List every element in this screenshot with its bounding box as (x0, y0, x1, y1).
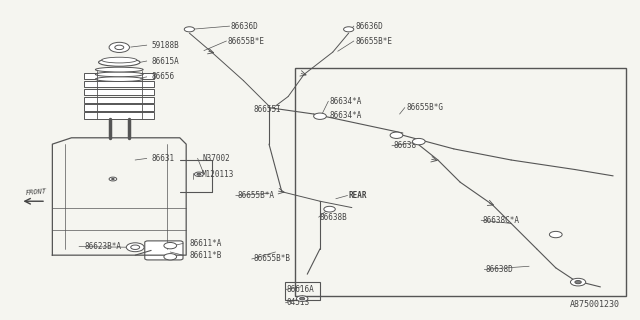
Polygon shape (84, 97, 154, 103)
Text: 59188B: 59188B (151, 41, 179, 50)
Text: 86638B: 86638B (320, 212, 348, 222)
Text: 86636D: 86636D (231, 22, 259, 31)
Circle shape (109, 42, 129, 52)
Circle shape (115, 45, 124, 50)
FancyBboxPatch shape (145, 241, 183, 260)
Text: A875001230: A875001230 (570, 300, 620, 309)
Text: 86634*A: 86634*A (330, 97, 362, 106)
Text: 86638D: 86638D (486, 265, 513, 274)
Circle shape (314, 113, 326, 119)
Text: 86638: 86638 (394, 141, 417, 150)
Circle shape (344, 27, 354, 32)
Text: 86638C*A: 86638C*A (483, 216, 520, 225)
Text: 86615A: 86615A (151, 57, 179, 66)
Text: 86636D: 86636D (355, 22, 383, 31)
Text: 0451S: 0451S (287, 298, 310, 307)
Text: 86611*A: 86611*A (189, 239, 221, 248)
Circle shape (570, 278, 586, 286)
Text: FRONT: FRONT (26, 188, 47, 196)
Text: 86656: 86656 (151, 72, 174, 81)
Circle shape (390, 132, 403, 139)
Circle shape (126, 243, 144, 252)
Circle shape (197, 173, 201, 175)
Bar (294, 68, 626, 296)
Circle shape (549, 231, 562, 238)
Ellipse shape (95, 67, 143, 72)
Polygon shape (84, 73, 154, 79)
Bar (285, 282, 320, 300)
Text: 86616A: 86616A (287, 285, 315, 294)
Ellipse shape (95, 72, 143, 77)
Polygon shape (84, 89, 154, 95)
Ellipse shape (99, 58, 140, 66)
Circle shape (296, 296, 308, 301)
Text: N37002: N37002 (202, 154, 230, 163)
Text: 86655B*G: 86655B*G (406, 103, 443, 112)
Circle shape (184, 27, 195, 32)
Circle shape (131, 245, 140, 250)
Text: 86634*A: 86634*A (330, 111, 362, 120)
Text: 86611*B: 86611*B (189, 251, 221, 260)
Circle shape (300, 297, 305, 300)
Text: 86655B*B: 86655B*B (253, 254, 290, 263)
Polygon shape (84, 105, 154, 111)
Circle shape (324, 206, 335, 212)
Text: M120113: M120113 (202, 170, 234, 179)
Text: 86655B*E: 86655B*E (228, 36, 264, 45)
Circle shape (575, 281, 581, 284)
Text: REAR: REAR (349, 191, 367, 200)
Ellipse shape (102, 57, 137, 63)
Circle shape (111, 178, 114, 180)
Polygon shape (84, 112, 154, 119)
Circle shape (164, 243, 177, 249)
Text: 86655B*E: 86655B*E (355, 36, 392, 45)
Circle shape (164, 253, 177, 260)
Text: 86631: 86631 (151, 154, 174, 163)
Circle shape (109, 177, 116, 181)
Text: 86623B*A: 86623B*A (84, 242, 121, 251)
Polygon shape (84, 81, 154, 87)
Circle shape (412, 139, 425, 145)
Ellipse shape (95, 77, 143, 82)
Text: 86655B*A: 86655B*A (237, 191, 274, 200)
Text: 86655I: 86655I (253, 105, 282, 114)
Circle shape (195, 172, 204, 177)
